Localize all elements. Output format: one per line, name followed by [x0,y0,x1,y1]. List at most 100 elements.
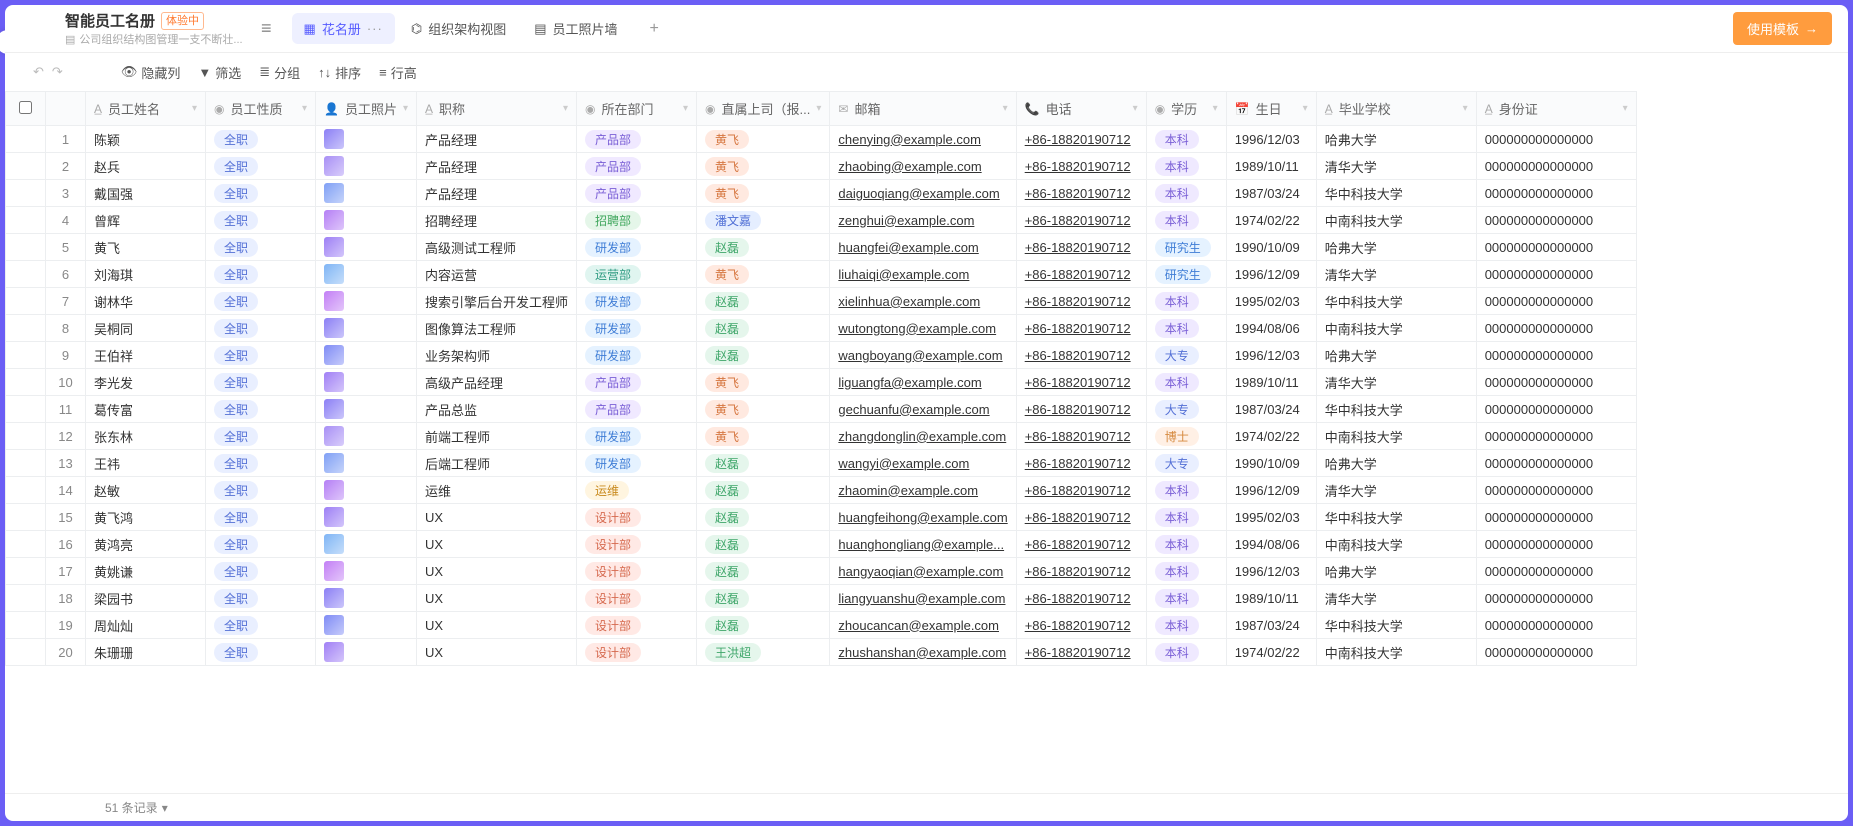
email-link[interactable]: xielinhua@example.com [838,294,980,309]
table-row[interactable]: 4曾辉全职招聘经理招聘部潘文嘉zenghui@example.com+86-18… [6,207,1637,234]
column-filter-icon[interactable]: ▾ [563,103,568,114]
column-header[interactable]: A̲身份证▾ [1476,92,1636,126]
email-link[interactable]: zhushanshan@example.com [838,645,1006,660]
column-filter-icon[interactable]: ▾ [1213,103,1218,114]
table-row[interactable]: 12张东林全职前端工程师研发部黄飞zhangdonglin@example.co… [6,423,1637,450]
phone-link[interactable]: +86-18820190712 [1025,510,1131,525]
email-link[interactable]: zhaobing@example.com [838,159,981,174]
undo-button[interactable]: ↶ [33,64,44,80]
phone-link[interactable]: +86-18820190712 [1025,267,1131,282]
phone-link[interactable]: +86-18820190712 [1025,348,1131,363]
column-header[interactable]: ◉学历▾ [1146,92,1226,126]
column-header[interactable]: ✉邮箱▾ [830,92,1016,126]
table-row[interactable]: 19周灿灿全职UX设计部赵磊zhoucancan@example.com+86-… [6,612,1637,639]
phone-link[interactable]: +86-18820190712 [1025,456,1131,471]
row-checkbox-cell[interactable] [6,315,46,342]
table-row[interactable]: 9王伯祥全职业务架构师研发部赵磊wangboyang@example.com+8… [6,342,1637,369]
column-header[interactable]: 👤员工照片▾ [316,92,417,126]
table-row[interactable]: 8吴桐同全职图像算法工程师研发部赵磊wutongtong@example.com… [6,315,1637,342]
table-row[interactable]: 1陈颖全职产品经理产品部黄飞chenying@example.com+86-18… [6,126,1637,153]
email-link[interactable]: gechuanfu@example.com [838,402,989,417]
table-row[interactable]: 7谢林华全职搜索引擎后台开发工程师研发部赵磊xielinhua@example.… [6,288,1637,315]
row-checkbox-cell[interactable] [6,531,46,558]
column-filter-icon[interactable]: ▾ [403,103,408,114]
email-link[interactable]: wangyi@example.com [838,456,969,471]
group-button[interactable]: ≣分组 [259,63,300,82]
table-row[interactable]: 11葛传富全职产品总监产品部黄飞gechuanfu@example.com+86… [6,396,1637,423]
table-row[interactable]: 6刘海琪全职内容运营运营部黄飞liuhaiqi@example.com+86-1… [6,261,1637,288]
table-row[interactable]: 16黄鸿亮全职UX设计部赵磊huanghongliang@example...+… [6,531,1637,558]
table-row[interactable]: 18梁园书全职UX设计部赵磊liangyuanshu@example.com+8… [6,585,1637,612]
row-checkbox-cell[interactable] [6,369,46,396]
table-row[interactable]: 17黄姚谦全职UX设计部赵磊hangyaoqian@example.com+86… [6,558,1637,585]
row-height-button[interactable]: ≡行高 [379,63,417,82]
column-filter-icon[interactable]: ▾ [1623,103,1628,114]
column-header[interactable] [46,92,86,126]
select-all-checkbox[interactable] [19,101,32,114]
phone-link[interactable]: +86-18820190712 [1025,618,1131,633]
column-filter-icon[interactable]: ▾ [1303,103,1308,114]
use-template-button[interactable]: 使用模板 → [1733,12,1832,45]
email-link[interactable]: hangyaoqian@example.com [838,564,1003,579]
phone-link[interactable]: +86-18820190712 [1025,402,1131,417]
column-header[interactable]: A̲职称▾ [417,92,577,126]
row-checkbox-cell[interactable] [6,639,46,666]
redo-button[interactable]: ↷ [52,64,63,80]
phone-link[interactable]: +86-18820190712 [1025,375,1131,390]
email-link[interactable]: huanghongliang@example... [838,537,1004,552]
column-header[interactable]: ◉直属上司（报...▾ [697,92,830,126]
email-link[interactable]: huangfei@example.com [838,240,978,255]
row-checkbox-cell[interactable] [6,288,46,315]
sort-button[interactable]: ↑↓排序 [318,63,361,82]
email-link[interactable]: liuhaiqi@example.com [838,267,969,282]
phone-link[interactable]: +86-18820190712 [1025,294,1131,309]
email-link[interactable]: wangboyang@example.com [838,348,1002,363]
add-view-button[interactable]: + [642,16,667,42]
column-header[interactable]: A̲毕业学校▾ [1316,92,1476,126]
table-row[interactable]: 2赵兵全职产品经理产品部黄飞zhaobing@example.com+86-18… [6,153,1637,180]
view-menu-icon[interactable]: ··· [367,21,383,36]
email-link[interactable]: zenghui@example.com [838,213,974,228]
column-header[interactable]: ◉员工性质▾ [206,92,316,126]
email-link[interactable]: zhaomin@example.com [838,483,978,498]
row-checkbox-cell[interactable] [6,207,46,234]
phone-link[interactable]: +86-18820190712 [1025,240,1131,255]
row-checkbox-cell[interactable] [6,126,46,153]
row-checkbox-cell[interactable] [6,477,46,504]
row-checkbox-cell[interactable] [6,261,46,288]
row-checkbox-cell[interactable] [6,180,46,207]
row-checkbox-cell[interactable] [6,450,46,477]
email-link[interactable]: daiguoqiang@example.com [838,186,999,201]
phone-link[interactable]: +86-18820190712 [1025,321,1131,336]
column-filter-icon[interactable]: ▾ [1133,103,1138,114]
row-checkbox-cell[interactable] [6,558,46,585]
column-filter-icon[interactable]: ▾ [1003,103,1008,114]
view-tab[interactable]: ▤员工照片墙 [522,13,629,44]
row-checkbox-cell[interactable] [6,396,46,423]
email-link[interactable]: huangfeihong@example.com [838,510,1007,525]
column-filter-icon[interactable]: ▾ [192,103,197,114]
row-checkbox-cell[interactable] [6,342,46,369]
hide-columns-button[interactable]: 👁隐藏列 [121,63,181,82]
table-row[interactable]: 20朱珊珊全职UX设计部王洪超zhushanshan@example.com+8… [6,639,1637,666]
row-checkbox-cell[interactable] [6,504,46,531]
email-link[interactable]: liangyuanshu@example.com [838,591,1005,606]
table-row[interactable]: 3戴国强全职产品经理产品部黄飞daiguoqiang@example.com+8… [6,180,1637,207]
phone-link[interactable]: +86-18820190712 [1025,591,1131,606]
column-header[interactable] [6,92,46,126]
table-row[interactable]: 10李光发全职高级产品经理产品部黄飞liguangfa@example.com+… [6,369,1637,396]
phone-link[interactable]: +86-18820190712 [1025,564,1131,579]
email-link[interactable]: zhoucancan@example.com [838,618,999,633]
data-grid[interactable]: A̲员工姓名▾◉员工性质▾👤员工照片▾A̲职称▾◉所在部门▾◉直属上司（报...… [5,91,1848,793]
filter-button[interactable]: ▼筛选 [198,63,241,82]
phone-link[interactable]: +86-18820190712 [1025,483,1131,498]
column-header[interactable]: 📞电话▾ [1016,92,1146,126]
phone-link[interactable]: +86-18820190712 [1025,213,1131,228]
phone-link[interactable]: +86-18820190712 [1025,537,1131,552]
menu-icon[interactable]: ≡ [261,18,272,39]
column-header[interactable]: ◉所在部门▾ [577,92,697,126]
column-filter-icon[interactable]: ▾ [683,103,688,114]
column-filter-icon[interactable]: ▾ [816,103,821,114]
row-checkbox-cell[interactable] [6,423,46,450]
row-checkbox-cell[interactable] [6,153,46,180]
